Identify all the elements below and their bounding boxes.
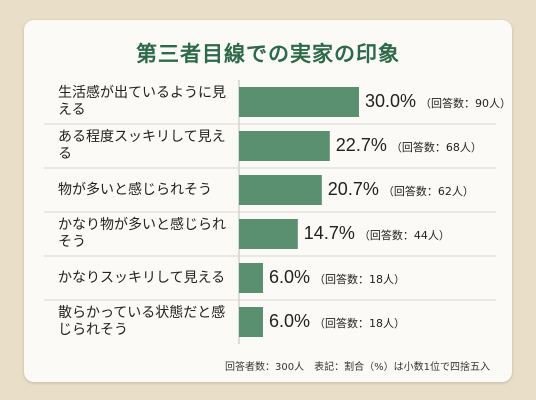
count-label: （回答数：44人） <box>358 229 450 242</box>
percent-label: 6.0% <box>269 311 311 331</box>
value-label: 20.7% （回答数：62人） <box>328 179 474 200</box>
percent-label: 20.7% <box>327 179 379 199</box>
category-label: ある程度スッキリして見える <box>58 129 226 162</box>
bar <box>239 131 330 161</box>
value-label: 14.7% （回答数：44人） <box>304 223 450 244</box>
count-label: （回答数：18人） <box>314 273 406 286</box>
bar <box>239 175 322 205</box>
value-label: 22.7% （回答数：68人） <box>336 135 482 156</box>
percent-label: 14.7% <box>303 223 355 243</box>
category-label: かなり物が多いと感じられそう <box>58 217 226 250</box>
percent-label: 6.0% <box>269 267 311 287</box>
chart-title: 第三者目線での実家の印象 <box>136 42 400 66</box>
percent-label: 22.7% <box>335 135 387 155</box>
bar <box>239 87 359 117</box>
bar <box>239 219 298 249</box>
category-label: 散らかっている状態だと感じられそう <box>58 305 226 338</box>
value-label: 6.0% （回答数：18人） <box>269 267 405 288</box>
percent-label: 30.0% <box>365 91 417 111</box>
bar <box>239 263 263 293</box>
category-label: 生活感が出ているように見える <box>58 85 226 118</box>
count-label: （回答数：90人） <box>420 97 512 110</box>
value-label: 6.0% （回答数：18人） <box>269 311 405 332</box>
count-label: （回答数：68人） <box>390 141 482 154</box>
count-label: （回答数：18人） <box>314 317 406 330</box>
footnote: 回答者数：300人 表記：割合（%）は小数1位で四捨五入 <box>225 362 490 373</box>
category-label: 物が多いと感じられそう <box>58 181 212 198</box>
count-label: （回答数：62人） <box>382 185 474 198</box>
value-label: 30.0% （回答数：90人） <box>365 91 511 112</box>
bar <box>239 307 263 337</box>
category-label: かなりスッキリして見える <box>58 269 226 286</box>
